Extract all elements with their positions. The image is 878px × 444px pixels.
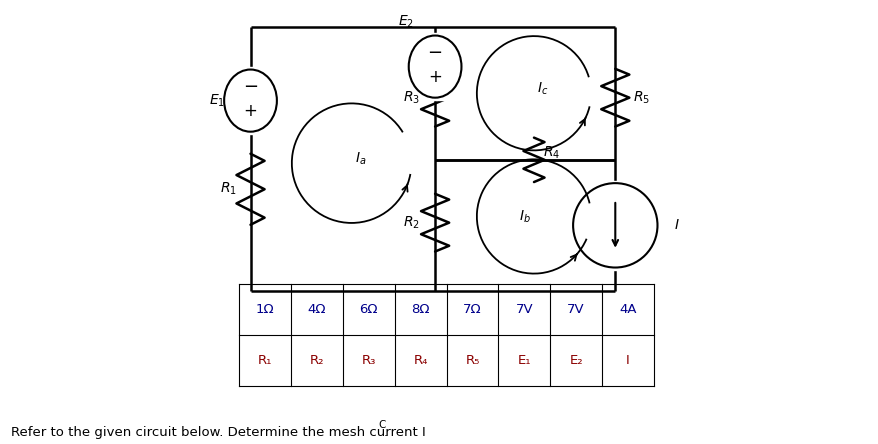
Text: 1Ω: 1Ω	[255, 303, 274, 316]
Text: $I_a$: $I_a$	[355, 151, 365, 167]
Text: $I_c$: $I_c$	[536, 81, 548, 97]
Text: $R_5$: $R_5$	[632, 90, 650, 106]
Text: R₁: R₁	[257, 354, 272, 367]
Text: R₄: R₄	[413, 354, 428, 367]
Text: 7V: 7V	[515, 303, 533, 316]
Text: E₁: E₁	[517, 354, 530, 367]
Text: 6Ω: 6Ω	[359, 303, 378, 316]
Text: R₅: R₅	[464, 354, 479, 367]
Text: R₂: R₂	[309, 354, 324, 367]
Text: I: I	[625, 354, 630, 367]
Text: $I_b$: $I_b$	[519, 208, 530, 225]
Text: 8Ω: 8Ω	[411, 303, 429, 316]
Text: −: −	[242, 78, 258, 95]
Text: $E_1$: $E_1$	[209, 92, 225, 109]
Text: 4A: 4A	[619, 303, 636, 316]
Bar	[571, 181, 658, 270]
Text: $R_1$: $R_1$	[220, 181, 237, 198]
Text: +: +	[428, 68, 442, 87]
Text: −: −	[427, 44, 443, 62]
Text: 7Ω: 7Ω	[463, 303, 481, 316]
Text: $R_3$: $R_3$	[402, 90, 420, 106]
Text: +: +	[243, 103, 257, 120]
Text: 7V: 7V	[566, 303, 585, 316]
Text: Refer to the given circuit below. Determine the mesh current I: Refer to the given circuit below. Determ…	[11, 426, 425, 439]
Text: C: C	[378, 420, 385, 430]
Ellipse shape	[224, 70, 277, 132]
Text: $E_2$: $E_2$	[398, 14, 414, 30]
Bar	[407, 33, 463, 100]
Text: $I$: $I$	[673, 218, 679, 232]
Text: $R_2$: $R_2$	[402, 214, 420, 231]
Ellipse shape	[408, 36, 461, 98]
Text: $R_4$: $R_4$	[543, 145, 559, 161]
Text: E₂: E₂	[569, 354, 582, 367]
Ellipse shape	[572, 183, 657, 268]
Text: 4Ω: 4Ω	[307, 303, 326, 316]
Text: .: .	[383, 426, 387, 439]
Text: R₃: R₃	[361, 354, 376, 367]
Bar	[222, 67, 278, 134]
